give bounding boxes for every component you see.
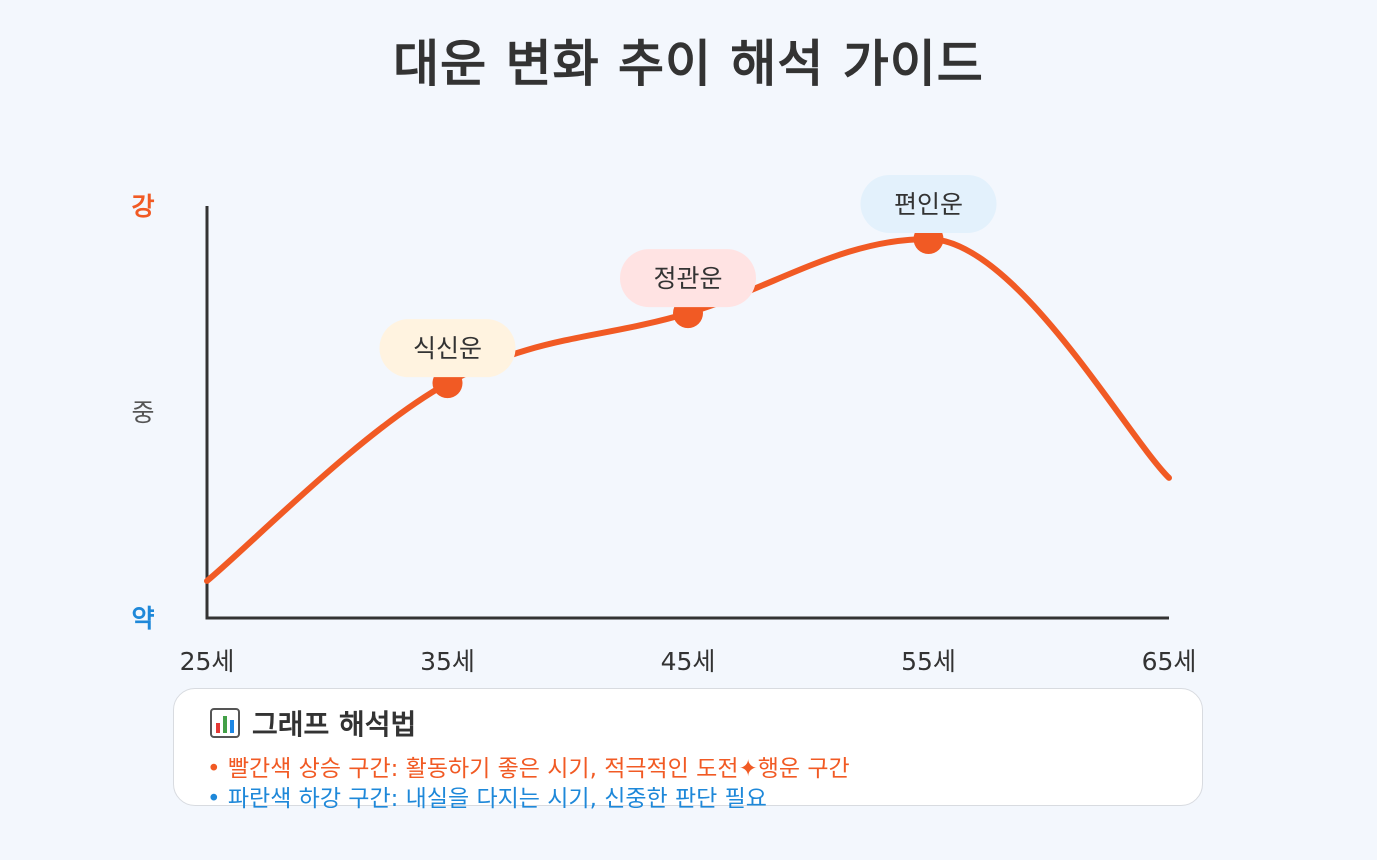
y-level-label: 중	[131, 398, 154, 427]
x-tick-label: 65세	[1142, 647, 1197, 676]
annotation-bubble	[379, 319, 516, 378]
annotations-group: 식신운 정관운 편인운	[379, 174, 997, 378]
x-tick-label: 55세	[901, 647, 956, 676]
annotation-label: 식신운	[413, 334, 482, 363]
x-axis-labels: 25세 35세 45세 55세 65세	[180, 647, 1197, 676]
legend-title: 그래프 해석법	[252, 708, 417, 741]
y-level-label: 강	[131, 192, 154, 221]
x-tick-label: 45세	[661, 647, 716, 676]
y-axis-labels: 약 중 강	[131, 192, 154, 633]
annotation-bubble	[860, 174, 997, 233]
legend-header: 그래프 해석법	[210, 703, 416, 743]
annotation-bubble	[620, 249, 756, 308]
page-title: 대운 변화 추이 해석 가이드	[393, 35, 984, 93]
y-level-label: 약	[131, 604, 154, 633]
bar-chart-icon	[210, 708, 240, 738]
x-tick-label: 25세	[180, 647, 235, 676]
chart-axes	[205, 206, 1169, 620]
line-chart: 약 중 강 25세 35세 45세 55세 65세 식신운 정관운 편인운	[131, 174, 1197, 676]
annotation-label: 편인운	[894, 190, 963, 219]
legend-item-rise: • 빨간색 상승 구간: 활동하기 좋은 시기, 적극적인 도전✦행운 구간	[207, 756, 850, 782]
legend-box: 그래프 해석법 • 빨간색 상승 구간: 활동하기 좋은 시기, 적극적인 도전…	[173, 688, 1203, 812]
annotation-label: 정관운	[653, 264, 722, 293]
x-tick-label: 35세	[420, 647, 475, 676]
legend-item-fall: • 파란색 하강 구간: 내실을 다지는 시기, 신중한 판단 필요	[207, 786, 767, 812]
